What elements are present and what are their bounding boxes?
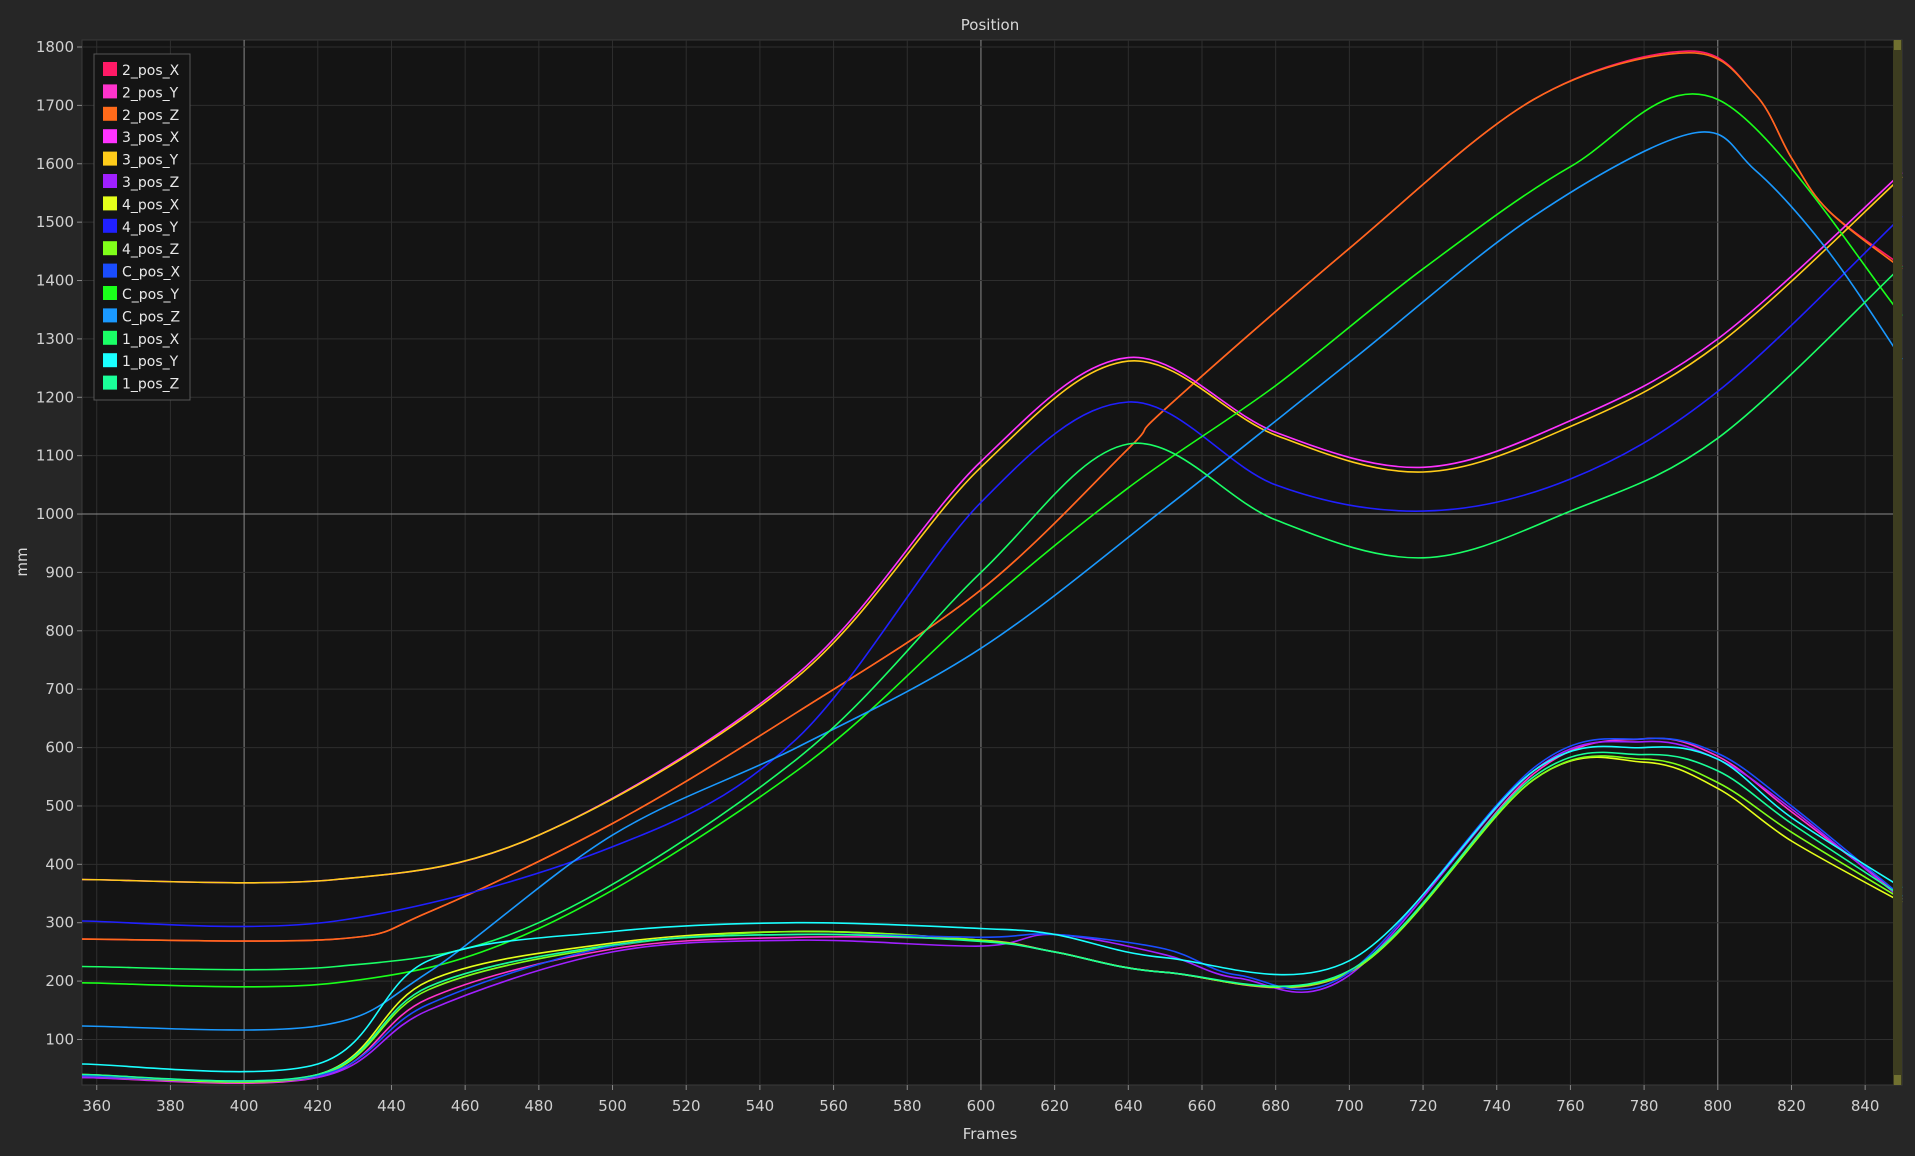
x-tick-label: 540	[746, 1097, 775, 1115]
y-tick-label: 800	[45, 622, 74, 640]
y-tick-label: 1800	[36, 38, 74, 56]
x-tick-label: 420	[303, 1097, 332, 1115]
y-tick-label: 200	[45, 972, 74, 990]
legend-label: 4_pos_X	[122, 197, 180, 213]
y-tick-label: 1300	[36, 330, 74, 348]
y-tick-label: 1700	[36, 96, 74, 114]
x-tick-label: 440	[377, 1097, 406, 1115]
scroll-handle-bottom[interactable]	[1894, 1075, 1901, 1085]
axis-layer: 360 380 400 420 440 460 480 500 520 540 560 580 600 6…	[36, 38, 1880, 1115]
legend-label: C_pos_Y	[122, 287, 180, 303]
legend-swatch	[103, 308, 117, 323]
legend-swatch	[103, 62, 117, 76]
legend-label: 3_pos_Z	[122, 175, 179, 191]
x-tick-label: 520	[672, 1097, 701, 1115]
y-tick-label: 100	[45, 1030, 74, 1048]
x-tick-label: 840	[1851, 1097, 1880, 1115]
y-tick-label: 700	[45, 680, 74, 698]
legend-swatch	[103, 84, 117, 99]
y-axis-label: mm	[13, 547, 31, 576]
x-tick-label: 400	[230, 1097, 259, 1115]
legend-label: C_pos_X	[122, 265, 181, 281]
x-tick-label: 600	[967, 1097, 996, 1115]
y-tick-label: 1100	[36, 447, 74, 465]
x-tick-label: 580	[893, 1097, 922, 1115]
legend-label: 2_pos_Y	[122, 85, 179, 101]
legend-swatch	[103, 330, 117, 345]
x-tick-label: 660	[1188, 1097, 1217, 1115]
x-tick-label: 800	[1703, 1097, 1732, 1115]
y-tick-label: 1600	[36, 155, 74, 173]
legend-label: 1_pos_Y	[122, 354, 179, 370]
x-tick-label: 820	[1777, 1097, 1806, 1115]
legend-label: 2_pos_Z	[122, 108, 179, 124]
x-tick-label: 380	[156, 1097, 185, 1115]
x-tick-label: 740	[1482, 1097, 1511, 1115]
legend-swatch	[103, 375, 117, 390]
series-line-3_pos_Z	[81, 740, 1903, 1084]
legend-swatch	[103, 263, 117, 278]
series-line-C_pos_X	[81, 737, 1903, 1082]
x-tick-label: 760	[1556, 1097, 1585, 1115]
legend-swatch	[103, 353, 117, 368]
y-tick-label: 300	[45, 914, 74, 932]
legend-label: 1_pos_Z	[122, 377, 179, 393]
x-tick-label: 560	[819, 1097, 848, 1115]
x-tick-label: 500	[598, 1097, 627, 1115]
legend-swatch	[103, 241, 117, 256]
legend-swatch	[103, 218, 117, 233]
x-tick-label: 680	[1261, 1097, 1290, 1115]
chart-title: Position	[961, 16, 1019, 34]
x-tick-label: 780	[1630, 1097, 1659, 1115]
series-line-2_pos_Z	[81, 51, 1903, 942]
legend-label: 2_pos_X	[122, 63, 180, 79]
legend-label: 3_pos_Y	[122, 153, 179, 169]
scroll-bar[interactable]	[1893, 40, 1902, 1085]
x-axis-label: Frames	[963, 1125, 1018, 1143]
series-line-1_pos_Y	[81, 745, 1903, 1073]
y-tick-label: 900	[45, 563, 74, 581]
series-line-4_pos_Y	[81, 215, 1903, 928]
y-tick-label: 1400	[36, 272, 74, 290]
legend: 2_pos_X 2_pos_Y 2_pos_Z 3_pos_X 3_pos_Y 3_pos…	[93, 53, 191, 401]
x-tick-label: 720	[1409, 1097, 1438, 1115]
y-tick-label: 500	[45, 797, 74, 815]
x-tick-label: 640	[1114, 1097, 1143, 1115]
y-tick-label: 1000	[36, 505, 74, 523]
legend-label: 4_pos_Z	[122, 242, 179, 258]
legend-swatch	[103, 129, 117, 144]
y-tick-label: 400	[45, 855, 74, 873]
legend-label: C_pos_Z	[122, 309, 180, 325]
legend-label: 4_pos_Y	[122, 220, 179, 236]
legend-swatch	[103, 196, 117, 211]
series-line-3_pos_Y	[81, 176, 1903, 884]
x-tick-label: 460	[451, 1097, 480, 1115]
series-line-1_pos_Z	[81, 751, 1903, 1082]
y-tick-label: 1500	[36, 213, 74, 231]
y-tick-label: 1200	[36, 388, 74, 406]
legend-label: 1_pos_X	[122, 332, 180, 348]
legend-label: 3_pos_X	[122, 130, 180, 146]
x-tick-label: 480	[525, 1097, 554, 1115]
x-tick-label: 620	[1040, 1097, 1069, 1115]
legend-swatch	[103, 106, 117, 121]
y-tick-label: 600	[45, 739, 74, 757]
series-line-C_pos_Y	[81, 93, 1903, 988]
legend-swatch	[103, 286, 117, 300]
legend-swatch	[103, 174, 117, 188]
series-layer	[81, 50, 1903, 1085]
series-line-C_pos_Z	[81, 131, 1903, 1031]
x-tick-label: 700	[1335, 1097, 1364, 1115]
grid-layer	[82, 40, 1902, 1085]
legend-swatch	[103, 151, 117, 166]
scroll-handle-top[interactable]	[1894, 40, 1901, 50]
x-tick-label: 360	[82, 1097, 111, 1115]
